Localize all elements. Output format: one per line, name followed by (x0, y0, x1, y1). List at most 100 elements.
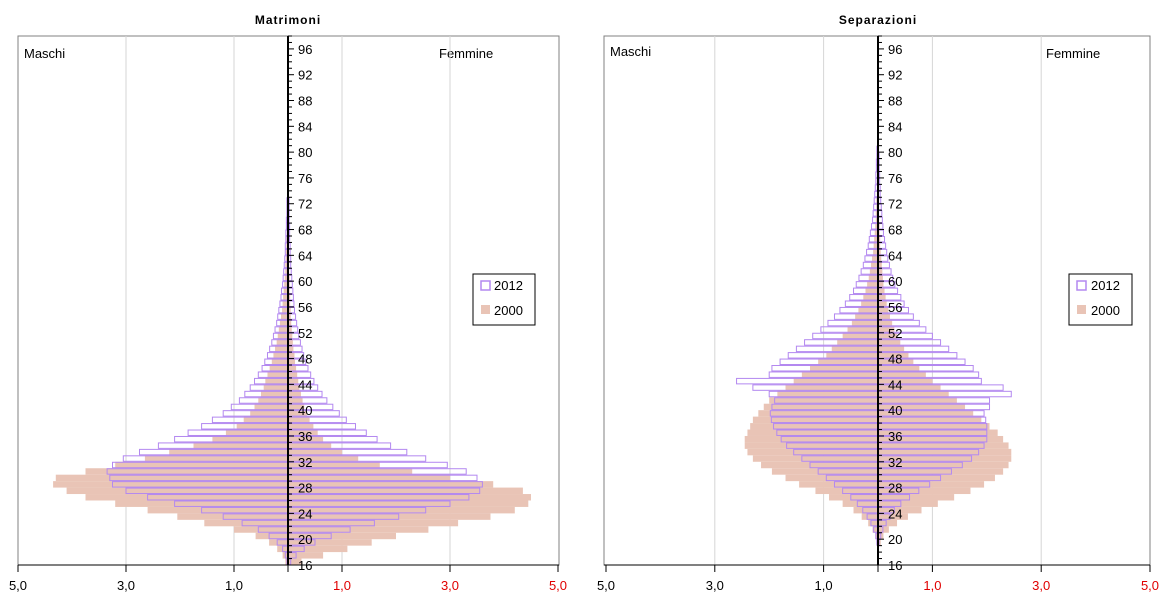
bar-2000-female (288, 403, 305, 411)
age-tick-label: 44 (888, 377, 902, 392)
bar-2000-male (147, 506, 288, 514)
bar-2000-male (863, 294, 878, 301)
age-tick-label: 48 (298, 352, 312, 367)
age-tick-label: 80 (298, 145, 312, 160)
bar-2000-female (878, 345, 905, 353)
bar-2000-male (85, 468, 288, 475)
bar-2000-male (212, 435, 288, 443)
bar-2000-male (874, 229, 878, 236)
bar-2000-male (144, 455, 288, 462)
age-tick-label: 92 (888, 68, 902, 83)
bar-2000-male (799, 481, 878, 488)
legend-swatch-2000 (481, 305, 490, 314)
bar-2000-male (243, 416, 288, 424)
legend-swatch-2012 (480, 280, 491, 291)
bar-2000-female (288, 358, 296, 366)
bar-2000-female (878, 377, 933, 385)
bar-2000-female (878, 435, 1004, 443)
bar-2000-female (878, 410, 974, 417)
age-tick-label: 88 (888, 94, 902, 109)
bar-2000-female (878, 287, 885, 295)
bar-2000-male (115, 461, 288, 469)
bar-2000-male (826, 352, 878, 359)
bar-2000-male (872, 526, 878, 533)
legend-label-2000: 2000 (494, 303, 523, 318)
bar-2000-male (867, 281, 878, 288)
bar-2000-male (801, 371, 878, 378)
bar-2000-male (777, 390, 878, 398)
legend-swatch-2012 (1076, 280, 1087, 291)
x-tick-label-right: 1,0 (923, 578, 941, 593)
bar-2000-male (837, 339, 878, 346)
bar-2000-female (878, 384, 941, 391)
bar-2000-female (878, 442, 1009, 449)
bar-2000-female (878, 339, 901, 346)
bar-2000-female (288, 326, 292, 333)
bar-2000-female (878, 487, 971, 495)
bar-2000-male (842, 332, 878, 340)
axis-layer: 1620242832364044485256606468727680848892… (9, 35, 567, 593)
bar-2000-male (771, 468, 878, 475)
age-tick-label: 84 (888, 119, 902, 134)
bar-2000-male (873, 248, 878, 256)
bar-2000-male (85, 494, 288, 501)
bar-2000-female (288, 513, 491, 520)
bar-2000-female (878, 294, 886, 301)
bar-2000-female (878, 332, 898, 340)
bar-2000-female (288, 410, 307, 417)
age-tick-label: 32 (888, 455, 902, 470)
bar-2000-female (878, 461, 1009, 469)
bar-2000-male (55, 474, 288, 482)
bar-2000-male (861, 300, 878, 307)
bar-2000-male (818, 358, 878, 366)
bar-2000-female (878, 281, 884, 288)
x-tick-label-left: 3,0 (117, 578, 135, 593)
bar-2000-male (276, 339, 288, 346)
bar-2000-male (278, 326, 288, 333)
bar-2000-male (858, 306, 878, 314)
bar-2000-female (288, 519, 459, 527)
x-tick-label-right: 3,0 (441, 578, 459, 593)
bar-2000-male (842, 500, 878, 507)
x-tick-label-left: 3,0 (706, 578, 724, 593)
bar-2000-female (878, 313, 890, 320)
bar-2000-male (66, 487, 288, 495)
bar-2000-male (868, 519, 878, 527)
x-tick-label-left: 5,0 (597, 578, 615, 593)
bar-2000-male (815, 487, 878, 495)
bar-2000-male (254, 403, 288, 411)
x-tick-label-right: 1,0 (333, 578, 351, 593)
bar-2000-female (878, 255, 882, 262)
bar-2000-female (288, 306, 291, 314)
bar-2000-male (847, 326, 878, 333)
bar-2000-male (750, 423, 878, 430)
bar-2000-male (285, 261, 288, 269)
bar-2000-female (288, 539, 372, 546)
bar-2000-female (878, 526, 889, 533)
bar-2000-female (878, 474, 995, 482)
bar-2000-male (265, 377, 288, 385)
bar-2000-female (878, 403, 966, 411)
bar-2000-female (288, 377, 299, 385)
bar-2000-female (288, 332, 293, 340)
bar-2000-male (267, 371, 288, 378)
bar-2000-male (271, 358, 288, 366)
bar-2000-female (878, 235, 881, 243)
bar-2000-male (275, 345, 288, 353)
bar-2000-male (874, 235, 878, 243)
bar-2000-female (878, 306, 889, 314)
bar-2000-male (282, 300, 288, 307)
bar-2000-female (878, 242, 881, 249)
age-tick-label: 44 (298, 377, 312, 392)
bar-2000-male (793, 377, 878, 385)
age-tick-label: 72 (888, 197, 902, 212)
age-tick-label: 56 (888, 300, 902, 315)
bar-2000-female (288, 494, 531, 501)
bar-2000-male (763, 403, 878, 411)
bar-2000-female (878, 358, 914, 366)
bar-2000-male (169, 448, 288, 456)
bar-2000-female (288, 474, 450, 482)
bar-2000-female (288, 552, 324, 559)
bar-2000-male (263, 384, 288, 391)
